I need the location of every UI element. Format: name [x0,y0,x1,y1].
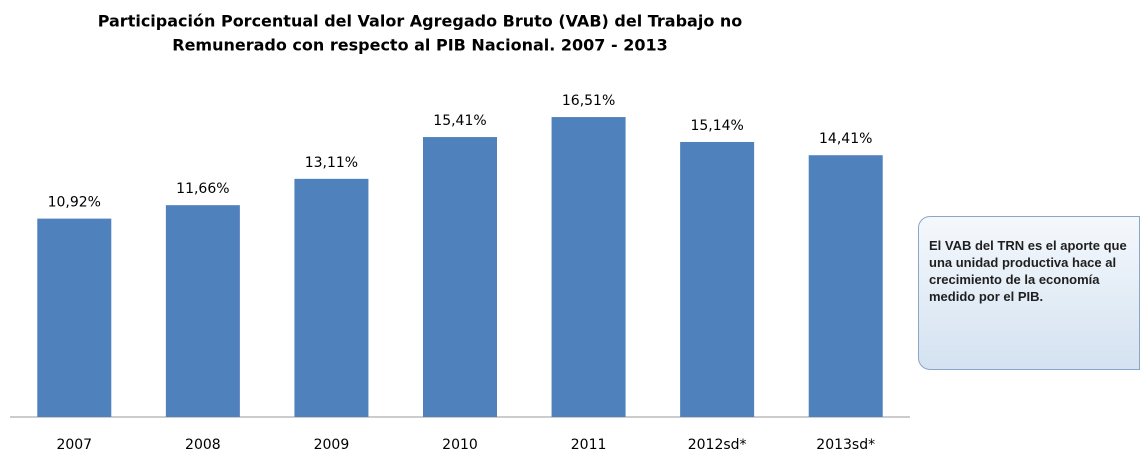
x-tick-label: 2009 [314,437,350,453]
x-tick-label: 2007 [56,437,92,453]
x-tick-label: 2010 [442,437,478,453]
x-tick-label: 2012sd* [688,437,747,453]
bar [294,178,369,417]
bar [37,218,112,417]
x-tick-label: 2013sd* [816,437,875,453]
bar [551,117,626,418]
value-label: 10,92% [48,195,101,211]
value-label: 15,14% [690,118,743,134]
bar [808,155,883,418]
chart-title: Remunerado con respecto al PIB Nacional.… [172,36,668,55]
value-label: 16,51% [562,93,615,109]
value-label: 13,11% [305,155,358,171]
bar [680,141,755,417]
chart-title: Participación Porcentual del Valor Agreg… [98,12,743,31]
value-label: 11,66% [176,181,229,197]
value-label: 14,41% [819,131,872,147]
value-label: 15,41% [433,113,486,129]
bar [165,205,240,417]
bar [423,137,497,417]
x-tick-label: 2008 [185,437,221,453]
annotation: El VAB del TRN es el aporte que una unid… [918,216,1140,370]
x-tick-label: 2011 [571,437,607,453]
